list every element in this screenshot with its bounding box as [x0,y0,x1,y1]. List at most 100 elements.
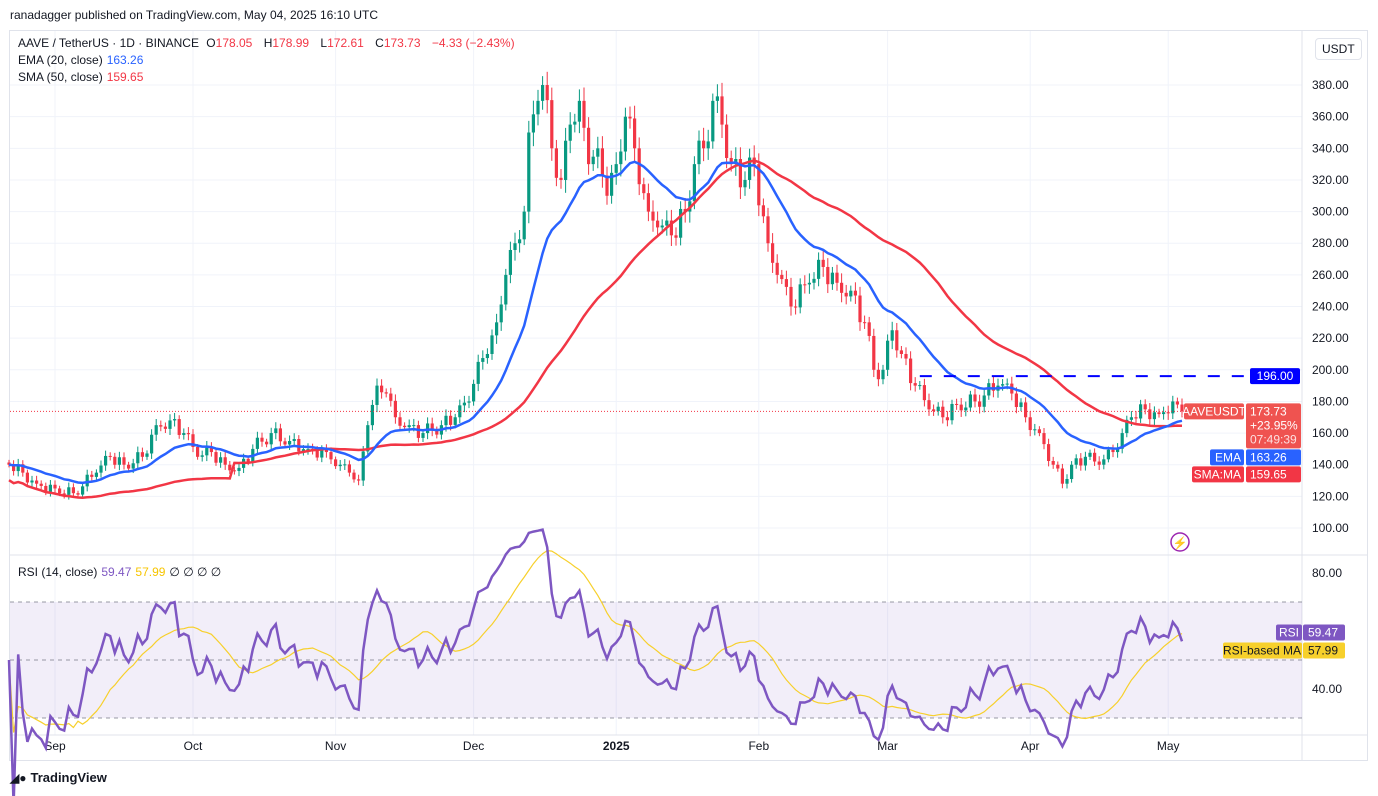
candle-body [886,340,890,370]
candle-body [936,406,940,412]
price-tick: 380.00 [1312,78,1349,92]
sma-line [8,159,1183,499]
candle-body [881,369,885,380]
candle-body [619,151,623,165]
sma-legend[interactable]: SMA (50, close) 159.65 [18,70,147,84]
candle-body [39,483,43,486]
candle-body [890,330,894,341]
candle-body [803,284,807,286]
candle-body [292,439,296,441]
candle-body [904,353,908,359]
candle-body [62,493,66,495]
time-tick: Apr [1021,739,1040,753]
candle-body [444,415,448,426]
candle-body [1134,417,1138,419]
rsi-tick: 80.00 [1312,566,1342,580]
candle-body [600,148,604,176]
candle-body [591,156,595,165]
price-tag-countdown: 07:49:39 [1250,432,1297,446]
candle-body [545,85,549,101]
candle-body [550,100,554,149]
candle-body [702,140,706,149]
candle-body [913,383,917,386]
rsi-tag: RSI [1279,626,1299,640]
candle-body [403,425,407,428]
candle-body [587,127,591,165]
candle-body [1129,417,1133,420]
candle-body [674,235,678,238]
symbol-name[interactable]: AAVE / TetherUS · 1D · BINANCE [18,36,199,50]
candle-body [416,425,420,438]
ema-line [8,160,1183,485]
candle-body [329,452,333,460]
candle-body [1143,404,1147,410]
candle-body [564,140,568,180]
candle-body [651,211,655,221]
price-tick: 360.00 [1312,110,1349,124]
candle-body [334,459,338,467]
candle-body [568,124,572,141]
candle-body [536,100,540,115]
candle-body [817,259,821,279]
candle-body [136,452,140,464]
candle-body [35,480,39,484]
candle-body [1079,458,1083,466]
candle-body [108,455,112,457]
candle-body [71,487,75,494]
candle-body [729,157,733,165]
candle-body [577,100,581,122]
candle-body [1148,409,1152,420]
candle-body [1120,433,1124,449]
candle-body [209,446,213,453]
candle-body [182,433,186,435]
candle-body [826,266,830,285]
candle-body [131,463,135,469]
candle-body [499,304,503,323]
candle-body [918,385,922,387]
candle-body [462,402,466,406]
price-tick: 320.00 [1312,173,1349,187]
candle-body [430,423,434,431]
candle-body [412,425,416,427]
currency-button[interactable]: USDT [1315,38,1362,60]
candle-body [518,239,522,244]
candle-body [840,282,844,293]
candle-body [232,470,236,472]
candle-body [876,369,880,380]
candle-body [748,157,752,180]
candle-body [1024,402,1028,418]
candle-body [623,116,627,152]
candle-body [12,464,16,472]
price-tick: 180.00 [1312,394,1349,408]
sma-label: SMA (50, close) [18,70,103,84]
candle-body [978,401,982,407]
candle-body [44,485,48,492]
candle-body [219,457,223,463]
candle-body [982,395,986,407]
candle-body [228,464,232,471]
ema-legend[interactable]: EMA (20, close) 163.26 [18,53,147,67]
candle-body [407,425,411,428]
candle-body [692,164,696,202]
time-tick: Mar [877,739,898,753]
candle-body [426,423,430,434]
tradingview-logo[interactable]: ◢● TradingView [10,770,107,785]
candle-body [504,274,508,305]
candle-body [849,290,853,297]
price-tick: 120.00 [1312,489,1349,503]
candle-body [1097,461,1101,465]
candle-body [177,419,181,435]
candle-body [260,437,264,442]
candle-body [237,467,241,471]
candle-body [738,159,742,188]
candle-body [58,488,62,494]
time-tick: May [1157,739,1180,753]
candle-body [1014,393,1018,407]
candle-body [679,208,683,238]
rsi-legend[interactable]: RSI (14, close) 59.47 57.99 ∅ ∅ ∅ ∅ [18,565,225,579]
candle-body [246,458,250,462]
candle-body [200,455,204,457]
candle-body [596,148,600,157]
rsi-value: 59.47 [101,565,132,579]
